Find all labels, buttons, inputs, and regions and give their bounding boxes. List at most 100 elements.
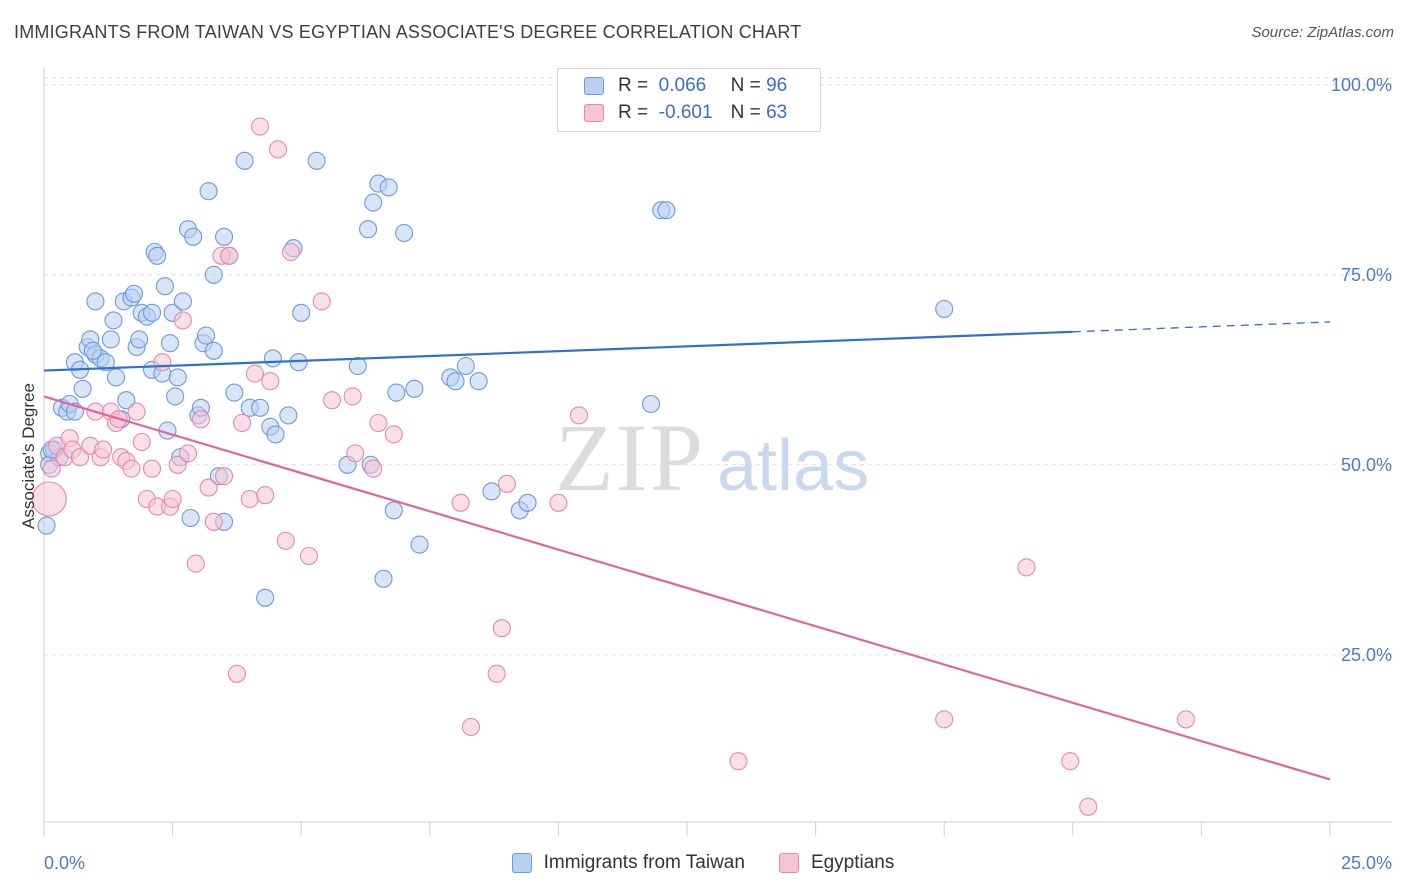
- point-egyptian: [369, 413, 388, 433]
- point-egyptian: [204, 512, 223, 531]
- point-egyptian: [729, 752, 748, 771]
- point-taiwan: [204, 265, 223, 284]
- point-egyptian: [132, 432, 151, 452]
- point-taiwan: [395, 223, 414, 243]
- point-egyptian: [256, 486, 275, 505]
- stats-legend: R = 0.066 N = 96 R = -0.601 N = 63: [557, 68, 821, 132]
- point-egyptian: [549, 493, 568, 512]
- legend-swatch-egyptians: [584, 104, 604, 122]
- point-taiwan: [263, 349, 282, 368]
- point-egyptian: [232, 413, 252, 433]
- point-egyptian: [245, 364, 264, 383]
- point-egyptian: [569, 406, 589, 425]
- chart-title: IMMIGRANTS FROM TAIWAN VS EGYPTIAN ASSOC…: [14, 22, 802, 42]
- point-egyptian: [492, 619, 511, 638]
- legend-r-value: 0.066: [658, 75, 707, 96]
- y-axis-title: Associate's Degree: [19, 383, 38, 529]
- legend-n-value: 96: [766, 75, 788, 96]
- point-egyptian: [497, 474, 517, 493]
- point-egyptian: [299, 546, 318, 566]
- legend-swatch-taiwan: [584, 77, 604, 95]
- point-egyptian: [227, 664, 246, 683]
- point-taiwan: [199, 182, 218, 201]
- y-tick-label: 75.0%: [1341, 265, 1392, 285]
- trend-line-taiwan: [43, 330, 1073, 372]
- point-egyptian: [178, 444, 198, 463]
- point-taiwan: [518, 493, 537, 512]
- point-egyptian: [42, 459, 61, 478]
- point-egyptian: [312, 292, 331, 311]
- legend-item-egyptians[interactable]: Egyptians: [778, 852, 894, 874]
- point-egyptian: [364, 459, 383, 478]
- point-egyptian: [214, 467, 234, 486]
- point-taiwan: [96, 353, 115, 372]
- point-taiwan: [73, 379, 92, 398]
- point-egyptian: [1017, 558, 1036, 577]
- point-egyptian: [487, 664, 506, 683]
- point-taiwan: [266, 425, 285, 444]
- watermark-atlas: atlas: [717, 426, 869, 506]
- point-taiwan: [148, 246, 167, 265]
- point-egyptian: [1176, 710, 1196, 729]
- point-egyptian: [323, 391, 342, 410]
- point-egyptian: [31, 481, 67, 517]
- point-egyptian: [186, 554, 205, 573]
- point-taiwan: [935, 299, 954, 319]
- trend-line-taiwan-extension: [1072, 321, 1331, 333]
- trend-lines: [43, 321, 1331, 781]
- point-taiwan: [235, 151, 254, 170]
- point-taiwan: [387, 383, 406, 402]
- point-taiwan: [379, 178, 398, 197]
- point-taiwan: [250, 398, 270, 417]
- point-egyptian: [142, 459, 162, 478]
- point-taiwan: [225, 383, 244, 402]
- legend-label-taiwan: Immigrants from Taiwan: [543, 852, 745, 873]
- point-egyptian: [94, 440, 113, 459]
- y-tick-label: 100.0%: [1331, 75, 1392, 95]
- point-egyptian: [127, 402, 146, 421]
- point-taiwan: [173, 292, 192, 311]
- point-taiwan: [256, 588, 275, 607]
- legend-n-label: N =: [730, 75, 761, 96]
- point-taiwan: [641, 394, 661, 414]
- point-egyptian: [191, 410, 210, 429]
- point-taiwan: [307, 151, 326, 170]
- point-taiwan: [410, 535, 429, 554]
- point-egyptian: [935, 710, 954, 729]
- point-taiwan: [204, 341, 223, 360]
- legend-n-label: N =: [730, 102, 761, 123]
- point-egyptian: [168, 455, 187, 474]
- point-taiwan: [214, 227, 234, 246]
- point-taiwan: [456, 356, 475, 376]
- point-egyptian: [1061, 752, 1080, 771]
- point-taiwan: [482, 482, 501, 501]
- point-egyptian: [1079, 797, 1098, 816]
- point-egyptian: [153, 353, 172, 372]
- point-egyptian: [220, 246, 239, 265]
- legend-r-value: -0.601: [658, 102, 713, 123]
- series-legend: Immigrants from Taiwan Egyptians: [0, 852, 1406, 874]
- point-taiwan: [405, 379, 424, 398]
- series-egyptians: [31, 117, 1196, 816]
- point-taiwan: [37, 516, 56, 535]
- legend-item-taiwan[interactable]: Immigrants from Taiwan: [511, 852, 745, 874]
- point-taiwan: [86, 292, 105, 311]
- trend-line-egyptians: [43, 395, 1331, 781]
- point-taiwan: [155, 277, 174, 296]
- point-taiwan: [181, 508, 200, 528]
- point-egyptian: [461, 717, 481, 737]
- point-taiwan: [279, 406, 298, 425]
- x-tick-label: 0.0%: [44, 853, 85, 873]
- series-taiwan: [37, 151, 954, 607]
- point-egyptian: [240, 489, 259, 509]
- point-taiwan: [292, 303, 311, 322]
- point-taiwan: [124, 284, 144, 303]
- point-taiwan: [117, 391, 136, 410]
- legend-row-egyptians: R = -0.601 N = 63: [584, 101, 787, 125]
- point-taiwan: [142, 303, 162, 322]
- point-taiwan: [374, 569, 393, 588]
- legend-r-label: R =: [618, 102, 649, 123]
- point-egyptian: [451, 493, 470, 512]
- point-egyptian: [250, 117, 270, 136]
